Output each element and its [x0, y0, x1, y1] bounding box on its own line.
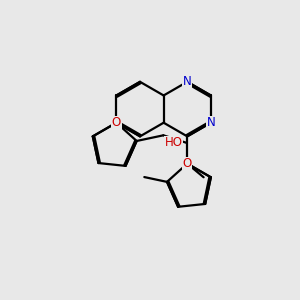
Text: N: N: [206, 116, 215, 129]
Text: HO: HO: [165, 136, 183, 149]
Text: N: N: [183, 157, 192, 170]
Text: O: O: [112, 116, 121, 129]
Text: N: N: [183, 75, 192, 88]
Text: O: O: [183, 157, 192, 170]
